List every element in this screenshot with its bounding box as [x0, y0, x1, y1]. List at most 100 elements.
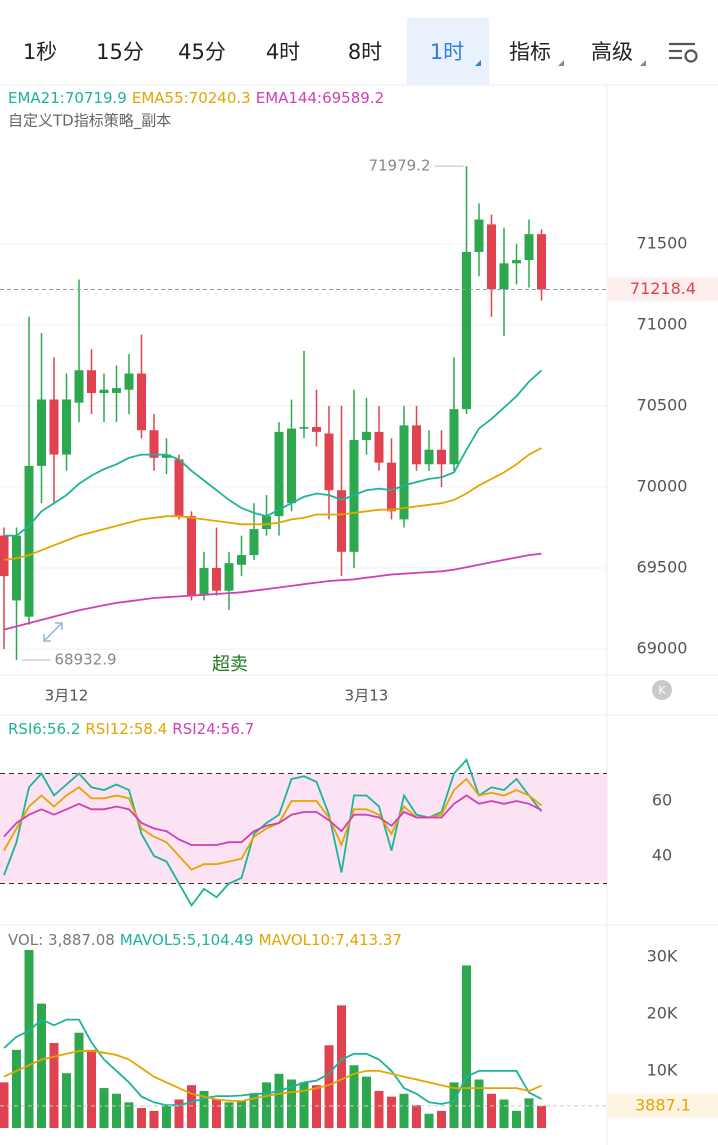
band-fill: [0, 773, 607, 884]
volume-bar: [537, 1105, 546, 1128]
volume-bar: [412, 1105, 421, 1128]
candle-body: [149, 430, 159, 458]
mavol-line: [3, 1050, 542, 1103]
candle-body: [537, 234, 546, 290]
y-tick-label: 40: [652, 845, 672, 864]
dropdown-caret: [640, 60, 646, 66]
volume-bar: [99, 1088, 109, 1128]
rsi-line: [3, 794, 542, 846]
candle-body: [324, 433, 334, 491]
volume-bar: [287, 1079, 296, 1128]
settings-icon[interactable]: [669, 42, 698, 63]
tab[interactable]: 1秒: [23, 40, 57, 64]
legend-entry: EMA55:70240.3: [132, 89, 251, 107]
volume-bar: [374, 1090, 384, 1128]
expand-icon[interactable]: [43, 622, 63, 642]
tab[interactable]: 高级: [591, 40, 633, 64]
candle-body: [449, 409, 459, 465]
reset-icon[interactable]: K: [652, 680, 672, 700]
candle-body: [124, 373, 134, 390]
volume-bar: [499, 1099, 509, 1128]
y-tick-label: 70500: [637, 395, 688, 414]
candle-body: [499, 263, 509, 290]
volume-bar: [24, 950, 34, 1128]
x-tick-label: 3月13: [345, 687, 389, 705]
legend: EMA21:70719.9 EMA55:70240.3 EMA144:69589.2: [8, 89, 384, 107]
candle-body: [374, 431, 384, 463]
legend-entry: EMA144:69589.2: [256, 89, 384, 107]
volume-bar: [149, 1110, 159, 1128]
volume-bar: [49, 1042, 59, 1128]
candle-body: [399, 425, 409, 520]
candle-body: [474, 219, 484, 252]
volume-bar: [162, 1105, 171, 1128]
tab[interactable]: 指标: [509, 40, 551, 64]
legend: RSI6:56.2 RSI12:58.4 RSI24:56.7: [8, 720, 254, 738]
volume-bar: [349, 1065, 359, 1128]
y-tick-label: 69500: [637, 558, 688, 577]
candle-body: [249, 529, 259, 556]
tab[interactable]: 45分: [178, 40, 226, 64]
volume-bar: [62, 1073, 71, 1128]
volume-bar: [12, 1049, 21, 1128]
legend-entry: VOL: 3,887.08: [8, 931, 115, 949]
volume-bar: [174, 1099, 184, 1128]
volume-bar: [512, 1110, 521, 1128]
volume-bar: [524, 1098, 534, 1128]
candle-body: [224, 563, 234, 591]
annotation: 超卖: [212, 654, 248, 675]
legend-entry: RSI6:56.2: [8, 720, 80, 738]
volume-bar: [299, 1082, 309, 1128]
volume-bar: [362, 1076, 371, 1128]
volume-bar: [137, 1108, 146, 1128]
volume-bar: [249, 1093, 259, 1128]
candle-body: [12, 535, 21, 601]
rsi-line: [3, 758, 543, 908]
volume-bar: [112, 1093, 121, 1128]
volume-tag: [608, 1093, 718, 1118]
candle-body: [462, 251, 471, 410]
volume-bar: [74, 1032, 84, 1128]
tab[interactable]: 15分: [96, 40, 144, 64]
candle-body: [312, 427, 321, 432]
candle-body: [112, 388, 121, 393]
ema-line: [3, 552, 542, 631]
candle-body: [49, 399, 59, 455]
volume-bar: [224, 1102, 234, 1128]
candle-body: [199, 568, 209, 596]
tab-highlight: [407, 18, 489, 85]
high-label: 71979.2: [368, 157, 430, 175]
y-tick-label: 60: [652, 791, 672, 810]
price-tag-label: 71218.4: [630, 279, 696, 298]
legend: VOL: 3,887.08 MAVOL5:5,104.49 MAVOL10:7,41…: [8, 931, 402, 949]
volume-bar: [324, 1045, 334, 1128]
candle-body: [99, 389, 109, 393]
y-tick-label: 30K: [647, 946, 678, 965]
dropdown-caret: [558, 60, 564, 66]
candle-body: [262, 516, 271, 530]
y-tick-label: 71500: [637, 233, 688, 252]
volume-bar: [237, 1100, 246, 1128]
mavol-line: [3, 1018, 542, 1107]
dropdown-caret: [475, 60, 481, 66]
candle-body: [299, 427, 309, 429]
candle-body: [287, 428, 296, 504]
tab[interactable]: 8时: [348, 40, 382, 64]
volume-bar: [337, 1005, 346, 1128]
tab[interactable]: 1时: [430, 40, 464, 64]
candle-body: [274, 431, 284, 517]
tab[interactable]: 4时: [266, 40, 300, 64]
candle-body: [137, 373, 146, 431]
volume-bar: [124, 1102, 134, 1128]
volume-bar: [487, 1093, 496, 1128]
low-label: 68932.9: [55, 650, 117, 668]
y-tick-label: 20K: [647, 1003, 678, 1022]
y-tick-label: 70000: [637, 476, 688, 495]
volume-bar: [399, 1093, 409, 1128]
candle-body: [524, 234, 534, 261]
legend-entry: RSI24:56.7: [172, 720, 254, 738]
volume-bar: [462, 965, 471, 1128]
candle-body: [362, 431, 371, 440]
volume-bar: [0, 1082, 9, 1128]
